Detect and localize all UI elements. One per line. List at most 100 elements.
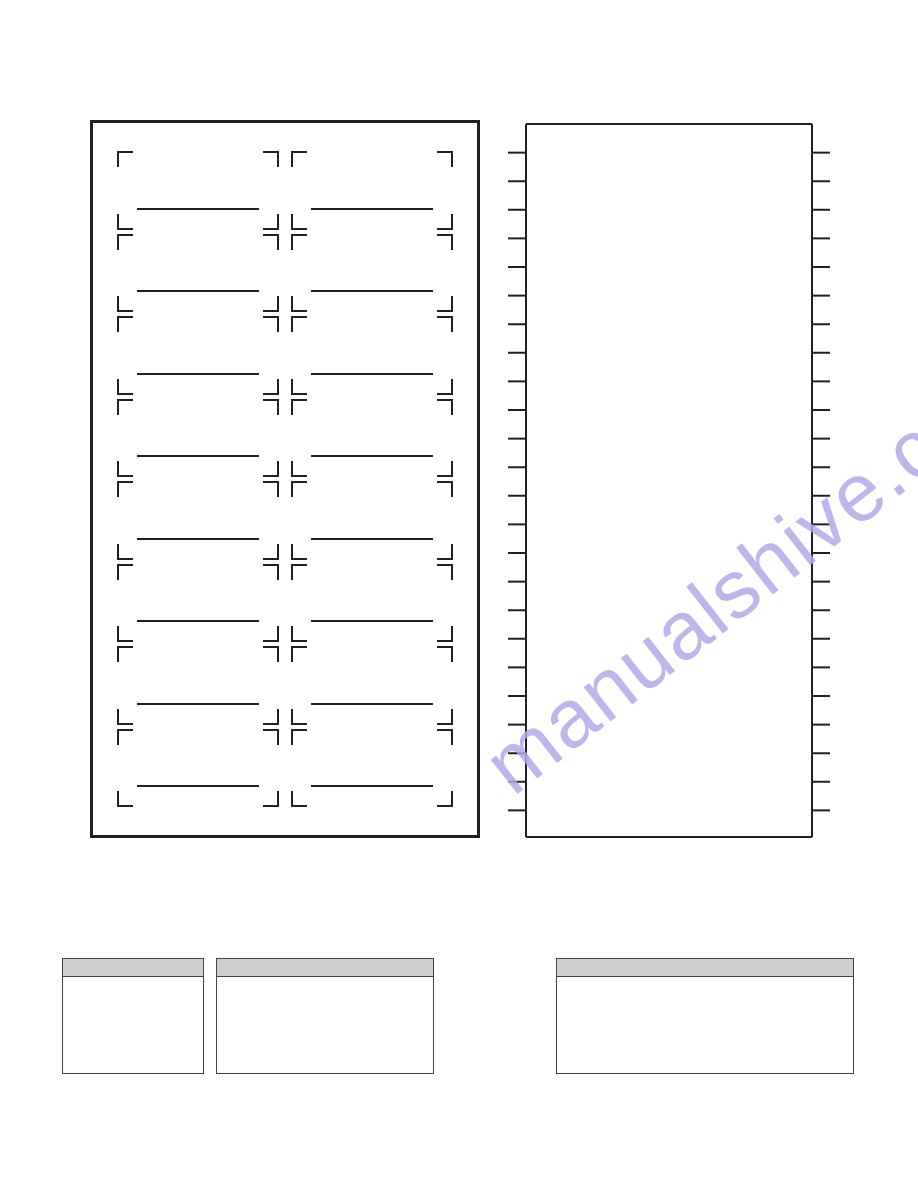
crop-corner (437, 544, 453, 560)
fill-line (137, 373, 259, 375)
fill-line (137, 785, 259, 787)
crop-corner (263, 379, 279, 395)
bottom-box-2-header (217, 959, 433, 977)
fill-line (311, 620, 433, 622)
bottom-box-1 (62, 958, 204, 1074)
crop-corner (117, 461, 133, 477)
fill-line (311, 785, 433, 787)
fill-line (311, 703, 433, 705)
fill-line (311, 455, 433, 457)
crop-corner (263, 234, 279, 250)
label-cell (115, 644, 281, 727)
fill-line (137, 208, 259, 210)
label-cell (115, 397, 281, 480)
fill-line (137, 703, 259, 705)
label-cell (115, 314, 281, 397)
comb-panel (508, 123, 830, 838)
label-cell (289, 727, 455, 810)
bottom-box-1-header (63, 959, 203, 977)
comb-diagram (508, 123, 830, 838)
label-cell (289, 149, 455, 232)
bottom-box-2 (216, 958, 434, 1074)
crop-corner (291, 564, 307, 580)
crop-corner (263, 399, 279, 415)
crop-corner (437, 646, 453, 662)
crop-corner (291, 234, 307, 250)
crop-corner (291, 729, 307, 745)
crop-corner (117, 729, 133, 745)
crop-corner (117, 709, 133, 725)
crop-corner (263, 564, 279, 580)
crop-corner (117, 151, 133, 167)
fill-line (311, 208, 433, 210)
label-cell (289, 644, 455, 727)
crop-corner (291, 379, 307, 395)
crop-corner (437, 151, 453, 167)
crop-corner (263, 296, 279, 312)
label-cell (289, 562, 455, 645)
crop-corner (291, 151, 307, 167)
bottom-box-3-header (557, 959, 853, 977)
crop-corner (437, 234, 453, 250)
crop-corner (291, 214, 307, 230)
label-cell (115, 479, 281, 562)
fill-line (311, 373, 433, 375)
crop-corner (263, 626, 279, 642)
crop-corner (263, 481, 279, 497)
crop-corner (117, 564, 133, 580)
label-grid (115, 149, 455, 809)
crop-corner (437, 316, 453, 332)
crop-corner (291, 461, 307, 477)
label-cell (289, 397, 455, 480)
crop-corner (117, 646, 133, 662)
crop-corner (291, 316, 307, 332)
crop-corner (291, 296, 307, 312)
crop-corner (437, 296, 453, 312)
crop-corner (117, 214, 133, 230)
bottom-box-3 (556, 958, 854, 1074)
crop-corner (437, 399, 453, 415)
crop-corner (263, 791, 279, 807)
page-root: manualshive.com (0, 0, 918, 1188)
crop-corner (437, 729, 453, 745)
label-cell (289, 314, 455, 397)
fill-line (311, 290, 433, 292)
crop-corner (117, 316, 133, 332)
crop-corner (291, 399, 307, 415)
crop-corner (291, 791, 307, 807)
crop-corner (117, 379, 133, 395)
label-cell (115, 232, 281, 315)
crop-corner (437, 709, 453, 725)
crop-corner (437, 379, 453, 395)
crop-corner (263, 709, 279, 725)
crop-corner (437, 791, 453, 807)
fill-line (311, 538, 433, 540)
crop-corner (117, 399, 133, 415)
crop-corner (291, 646, 307, 662)
crop-corner (263, 151, 279, 167)
crop-corner (437, 481, 453, 497)
crop-corner (291, 626, 307, 642)
fill-line (137, 538, 259, 540)
label-cell (289, 479, 455, 562)
label-cell (289, 232, 455, 315)
crop-corner (263, 214, 279, 230)
crop-corner (263, 544, 279, 560)
crop-corner (117, 791, 133, 807)
label-cell (115, 149, 281, 232)
crop-corner (117, 544, 133, 560)
crop-corner (117, 234, 133, 250)
crop-corner (291, 709, 307, 725)
label-cell (115, 727, 281, 810)
crop-corner (437, 461, 453, 477)
crop-corner (117, 481, 133, 497)
label-template-panel (90, 120, 480, 838)
crop-corner (117, 626, 133, 642)
fill-line (137, 455, 259, 457)
fill-line (137, 290, 259, 292)
crop-corner (437, 214, 453, 230)
crop-corner (117, 296, 133, 312)
crop-corner (437, 564, 453, 580)
crop-corner (263, 646, 279, 662)
crop-corner (291, 544, 307, 560)
